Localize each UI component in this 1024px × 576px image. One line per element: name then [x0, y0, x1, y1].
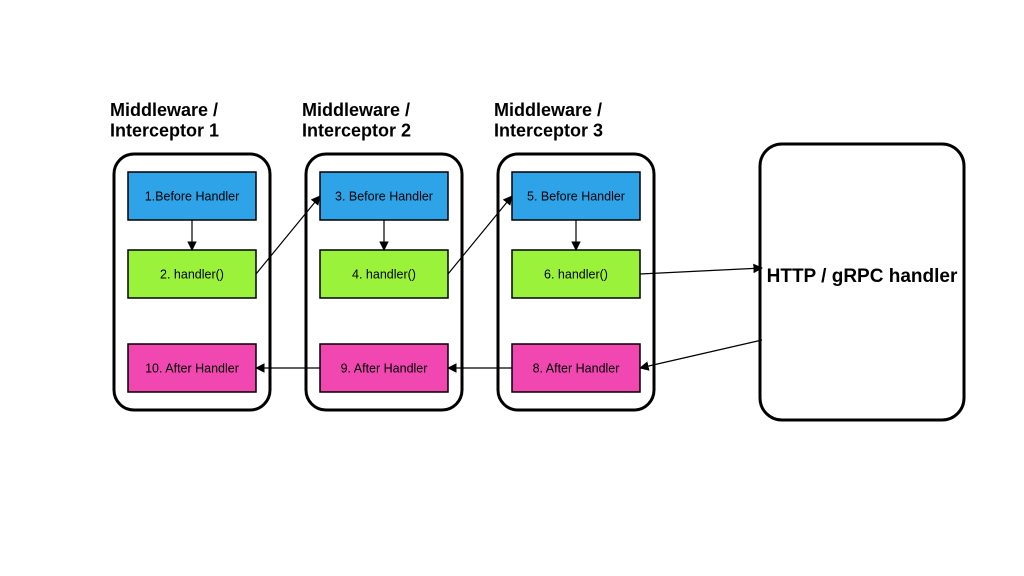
step-label-b5: 5. Before Handler: [527, 189, 625, 203]
arrow-h2-to-b3: [256, 196, 320, 274]
step-label-b1: 1.Before Handler: [145, 189, 240, 203]
step-label-h6: 6. handler(): [544, 267, 608, 281]
diagram-canvas: Middleware /Interceptor 1 Middleware /Int…: [0, 0, 1024, 576]
step-label-h4: 4. handler(): [352, 267, 416, 281]
step-label-h2: 2. handler(): [160, 267, 224, 281]
interceptor-title-1: Middleware /Interceptor 1: [110, 100, 219, 141]
arrow-h4-to-b5: [448, 196, 512, 274]
interceptor-title-2: Middleware /Interceptor 2: [302, 100, 411, 141]
step-label-a8: 8. After Handler: [533, 361, 620, 375]
interceptor-title-3: Middleware /Interceptor 3: [494, 100, 603, 141]
arrow-final-to-a8: [640, 340, 762, 368]
step-label-b3: 3. Before Handler: [335, 189, 433, 203]
final-handler-label: HTTP / gRPC handler: [767, 266, 958, 287]
step-label-a9: 9. After Handler: [341, 361, 428, 375]
step-label-a10: 10. After Handler: [145, 361, 239, 375]
arrow-h6-to-final: [640, 268, 762, 274]
